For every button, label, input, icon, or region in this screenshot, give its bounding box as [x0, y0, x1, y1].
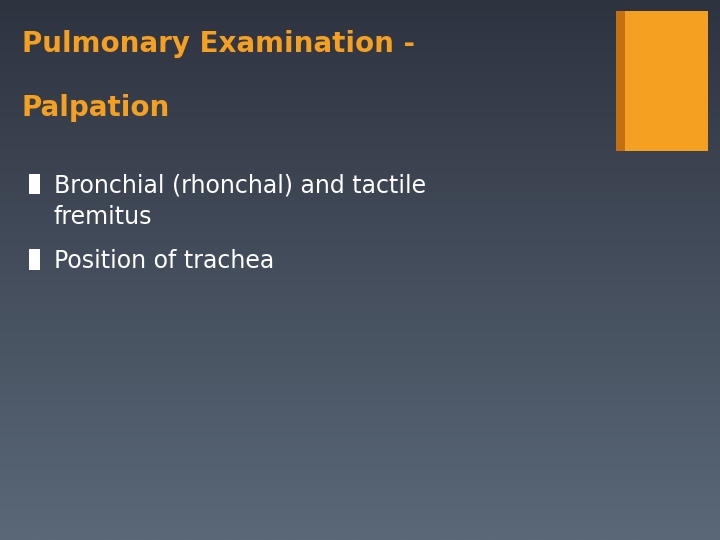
- Text: Bronchial (rhonchal) and tactile
fremitus: Bronchial (rhonchal) and tactile fremitu…: [54, 174, 426, 228]
- Bar: [616, 11, 625, 151]
- Text: Position of trachea: Position of trachea: [54, 249, 274, 273]
- Text: Palpation: Palpation: [22, 94, 170, 123]
- Bar: [29, 249, 40, 270]
- Bar: [29, 174, 40, 194]
- Bar: [625, 11, 708, 151]
- Text: Pulmonary Examination -: Pulmonary Examination -: [22, 30, 415, 58]
